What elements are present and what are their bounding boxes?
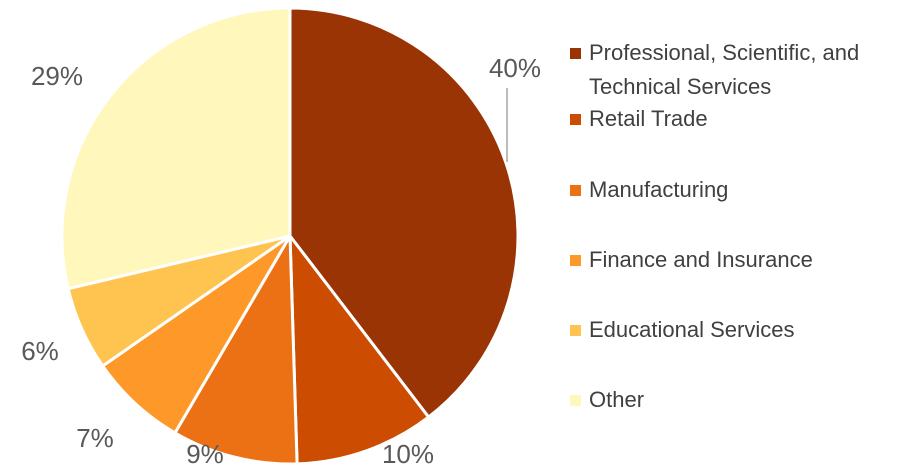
legend-swatch <box>570 325 581 336</box>
legend-item: Professional, Scientific, and Technical … <box>570 36 910 104</box>
pie-slice <box>288 231 431 466</box>
data-label: 7% <box>76 423 114 453</box>
legend-label: Retail Trade <box>589 106 708 131</box>
legend-label: Manufacturing <box>589 177 729 202</box>
data-label: 9% <box>186 439 224 468</box>
legend-item: Other <box>570 383 644 417</box>
legend-swatch <box>570 48 581 59</box>
data-label: 6% <box>21 336 59 366</box>
legend-label: Other <box>589 387 645 412</box>
legend-swatch <box>570 114 581 125</box>
pie-slice <box>60 6 292 291</box>
legend-label: Professional, Scientific, and Technical … <box>589 40 860 99</box>
pie-slice <box>172 230 299 466</box>
legend-item: Manufacturing <box>570 173 728 207</box>
legend-item: Educational Services <box>570 313 794 347</box>
pie-chart: 40% 10% 9% 7% 6% 29% <box>21 6 541 468</box>
legend-swatch <box>570 185 581 196</box>
pie-slice <box>288 6 520 420</box>
data-label: 40% <box>489 53 541 83</box>
legend-swatch <box>570 395 581 406</box>
legend-item: Retail Trade <box>570 102 708 136</box>
legend-swatch <box>570 255 581 266</box>
legend-label: Educational Services <box>589 317 795 342</box>
data-label: 10% <box>382 439 434 468</box>
legend-item: Finance and Insurance <box>570 243 813 277</box>
data-label: 29% <box>31 61 83 91</box>
legend-label: Finance and Insurance <box>589 247 813 272</box>
